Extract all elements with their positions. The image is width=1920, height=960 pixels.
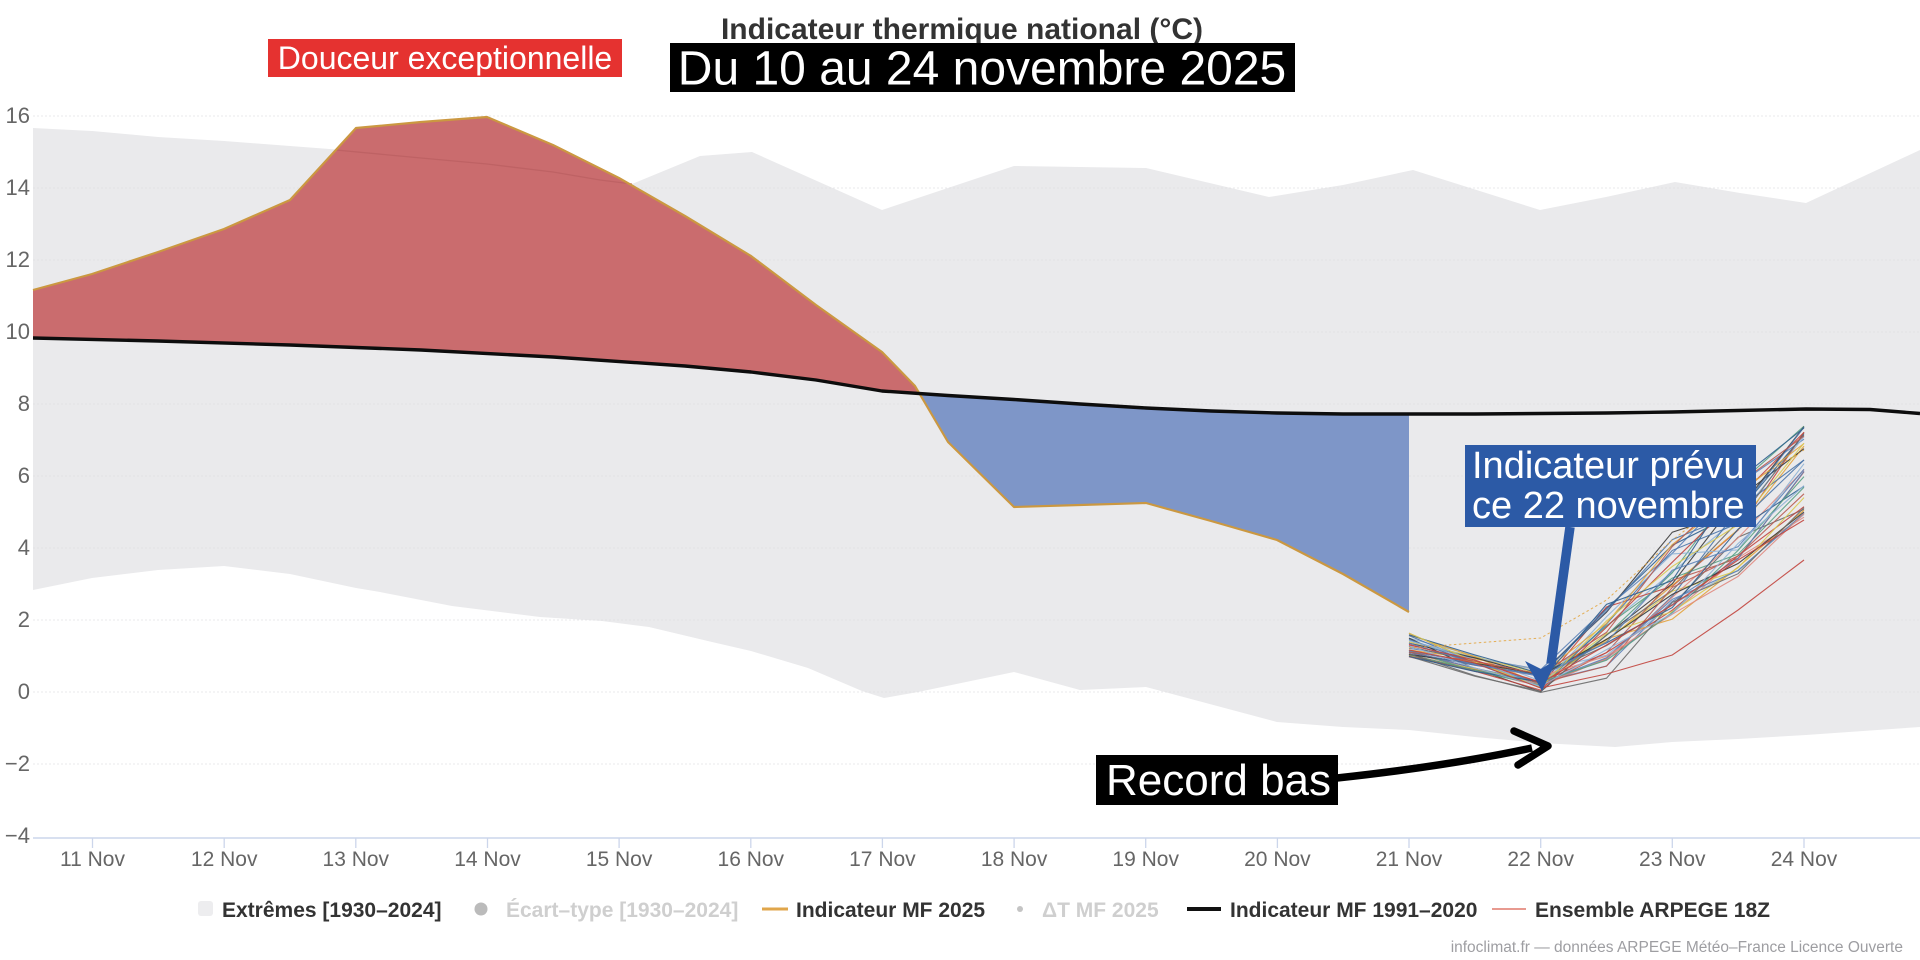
svg-text:Record bas: Record bas [1106,756,1331,805]
svg-text:17 Nov: 17 Nov [849,848,916,871]
svg-text:15 Nov: 15 Nov [586,848,653,871]
svg-text:13 Nov: 13 Nov [323,848,390,871]
svg-text:Extrêmes [1930–2024]: Extrêmes [1930–2024] [222,899,442,922]
svg-text:14 Nov: 14 Nov [454,848,521,871]
svg-text:Indicateur prévu: Indicateur prévu [1472,445,1745,487]
svg-text:Douceur exceptionnelle: Douceur exceptionnelle [278,40,612,76]
svg-text:0: 0 [18,679,30,704]
svg-text:Indicateur MF 1991–2020: Indicateur MF 1991–2020 [1230,899,1477,922]
svg-text:Du 10 au 24 novembre 2025: Du 10 au 24 novembre 2025 [678,43,1286,96]
svg-text:−2: −2 [5,751,30,776]
svg-text:16 Nov: 16 Nov [718,848,785,871]
svg-text:18 Nov: 18 Nov [981,848,1048,871]
svg-text:2: 2 [18,607,30,632]
svg-text:Indicateur MF 2025: Indicateur MF 2025 [796,899,985,922]
svg-text:6: 6 [18,463,30,488]
svg-text:12: 12 [6,247,30,272]
svg-text:21 Nov: 21 Nov [1376,848,1443,871]
svg-text:12 Nov: 12 Nov [191,848,258,871]
svg-text:16: 16 [6,103,30,128]
svg-text:11 Nov: 11 Nov [60,848,125,871]
svg-text:4: 4 [18,535,30,560]
svg-text:24 Nov: 24 Nov [1771,848,1838,871]
svg-text:14: 14 [6,175,30,200]
svg-text:19 Nov: 19 Nov [1112,848,1179,871]
svg-text:22 Nov: 22 Nov [1507,848,1574,871]
svg-text:Ensemble ARPEGE 18Z: Ensemble ARPEGE 18Z [1535,899,1770,922]
svg-text:Indicateur thermique national: Indicateur thermique national (°C) [721,13,1203,46]
svg-text:infoclimat.fr — données ARPEGE: infoclimat.fr — données ARPEGE Météo–Fra… [1451,939,1903,956]
svg-text:ΔT MF 2025: ΔT MF 2025 [1042,899,1159,922]
svg-text:20 Nov: 20 Nov [1244,848,1311,871]
svg-text:8: 8 [18,391,30,416]
svg-text:23 Nov: 23 Nov [1639,848,1706,871]
svg-text:−4: −4 [5,823,30,848]
svg-text:10: 10 [6,319,30,344]
svg-text:Écart–type [1930–2024]: Écart–type [1930–2024] [506,899,738,922]
svg-text:ce 22 novembre: ce 22 novembre [1472,485,1745,527]
